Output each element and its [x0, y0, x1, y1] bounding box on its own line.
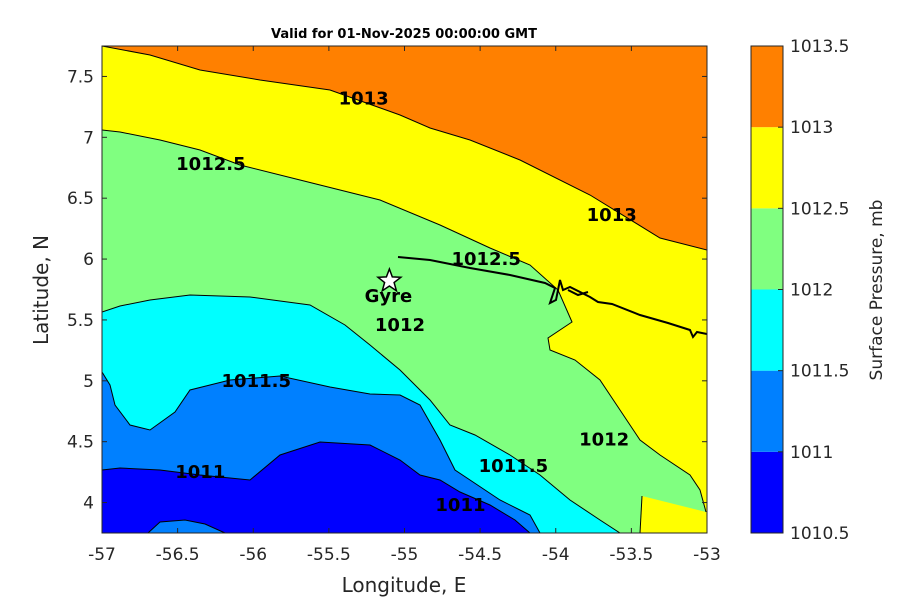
colorbar-segment [751, 208, 783, 290]
y-tick-label: 4 [83, 494, 94, 514]
colorbar-tick-label: 1013 [790, 118, 833, 138]
x-tick-label: -55 [391, 545, 419, 565]
contour-label: 1011 [175, 462, 225, 483]
colorbar-tick-label: 1012.5 [790, 199, 849, 219]
y-tick-label: 5.5 [67, 311, 94, 331]
contour-line-1011 [102, 441, 531, 533]
contour-label: 1012 [579, 429, 629, 450]
colorbar-tick-label: 1010.5 [790, 524, 849, 544]
colorbar-segment [751, 289, 783, 371]
y-tick-label: 7 [83, 128, 94, 148]
x-tick-label: -54 [542, 545, 570, 565]
contour-fill-group [102, 46, 707, 533]
y-tick-label: 7.5 [67, 67, 94, 87]
colorbar-segment [751, 370, 783, 452]
x-tick-label: -56 [239, 545, 267, 565]
colorbar-tick-label: 1011.5 [790, 362, 849, 382]
contour-labels: 1013 1013 1012.5 1012.5 1012 1012 1011.5 1011.5… [175, 88, 637, 516]
fill-band-1011-bottom [148, 520, 225, 533]
colorbar-tick-label: 1012 [790, 281, 833, 301]
coastline [397, 256, 707, 339]
contour-label: 1011.5 [479, 456, 548, 477]
fill-band-1010.5 [102, 442, 530, 533]
y-tick-label: 6.5 [67, 189, 94, 209]
contour-line-1012 [102, 294, 621, 533]
coastline-inlet [567, 289, 589, 297]
contour-line-1011-bottom [147, 519, 226, 533]
x-tick-label: -57 [88, 545, 116, 565]
y-tick-label: 6 [83, 250, 94, 270]
y-tick-label: 5 [83, 372, 94, 392]
x-tick-label: -53.5 [609, 545, 653, 565]
contour-line-1013 [102, 46, 707, 251]
gyre-label: Gyre [365, 286, 413, 307]
contour-label: 1012.5 [176, 154, 245, 175]
colorbar: 1010.5 1011 1011.5 1012 1012.5 1013 1013.5 [750, 37, 849, 544]
contour-label: 1011 [435, 495, 485, 516]
x-tick-label: -54.5 [458, 545, 502, 565]
colorbar-segment [751, 127, 783, 209]
contour-label: 1011.5 [222, 371, 291, 392]
marker-group: Gyre [365, 266, 413, 307]
x-tick-label: -53 [693, 545, 721, 565]
gyre-star-marker [375, 266, 403, 293]
y-axis: 4 4.5 5 5.5 6 6.5 7 7.5 [67, 67, 707, 514]
chart-title: Valid for 01-Nov-2025 00:00:00 GMT [271, 27, 537, 42]
contour-label: 1013 [587, 205, 637, 226]
contour-line-1012-right [639, 495, 643, 533]
colorbar-tick-label: 1013.5 [790, 37, 849, 57]
colorbar-segment [751, 46, 783, 128]
contour-line-1012.5 [102, 129, 707, 513]
contour-label: 1012 [375, 315, 425, 336]
colorbar-label: Surface Pressure, mb [867, 200, 887, 381]
x-axis-label: Longitude, E [342, 573, 467, 597]
x-tick-label: -55.5 [307, 545, 351, 565]
contour-label: 1012.5 [451, 249, 520, 270]
x-axis: -57 -56.5 -56 -55.5 -55 -54.5 -54 -53.5 -53 [88, 46, 721, 565]
contour-lines [102, 46, 707, 533]
x-tick-label: -56.5 [156, 545, 200, 565]
colorbar-tick-label: 1011 [790, 443, 833, 463]
y-axis-label: Latitude, N [29, 235, 53, 345]
colorbar-segment [751, 451, 783, 533]
contour-line-1011.5 [102, 371, 541, 533]
y-tick-label: 4.5 [67, 433, 94, 453]
contour-label: 1013 [339, 88, 389, 109]
